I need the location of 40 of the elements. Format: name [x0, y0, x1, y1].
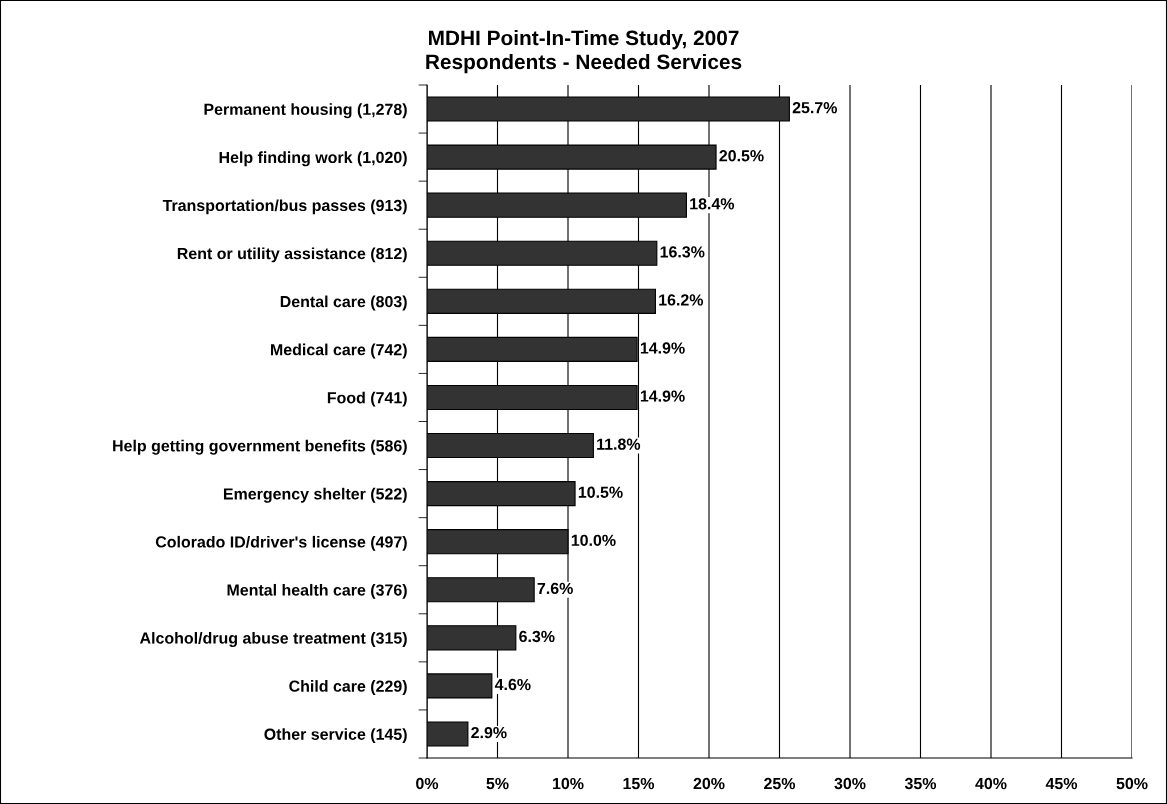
x-tick-label: 0%: [416, 777, 439, 790]
data-label: 16.3%: [660, 246, 705, 258]
data-label: 7.6%: [537, 582, 573, 595]
data-label: 20.5%: [719, 150, 764, 162]
x-tick-label: 10%: [553, 777, 584, 790]
y-tick-label: Permanent housing (1,278): [204, 103, 407, 119]
x-tick-label: 15%: [623, 777, 655, 790]
x-tick-label: 45%: [1045, 777, 1078, 790]
data-label: 10.5%: [578, 486, 623, 498]
y-tick-label: Transportation/bus passes (913): [162, 199, 407, 215]
x-tick-label: 20%: [693, 777, 725, 790]
y-tick-label: Other service (145): [264, 728, 407, 744]
data-label: 25.7%: [792, 102, 838, 114]
x-tick-label: 40%: [975, 777, 1007, 790]
x-tick-label: 30%: [834, 777, 866, 790]
chart-title: MDHI Point-In-Time Study, 2007 Respondents - Needed Services: [426, 30, 742, 74]
data-label: 10.0%: [571, 534, 616, 546]
y-tick-label: Alcohol/drug abuse treatment (315): [139, 632, 407, 647]
data-label: 2.9%: [471, 726, 507, 739]
data-label: 6.3%: [519, 630, 555, 643]
y-tick-label: Mental health care (376): [227, 583, 407, 599]
y-tick-label: Medical care (742): [271, 343, 407, 359]
x-tick-label: 5%: [486, 777, 509, 790]
x-tick-label: 25%: [764, 777, 796, 790]
y-tick-label: Emergency shelter (522): [223, 487, 407, 503]
data-label: 18.4%: [690, 198, 735, 210]
y-tick-label: Help finding work (1,020): [219, 151, 407, 167]
data-label: 11.8%: [597, 438, 641, 450]
data-label: 14.9%: [640, 342, 685, 354]
x-tick-label: 50%: [1116, 777, 1148, 790]
data-label: 14.9%: [640, 390, 685, 402]
data-label: 4.6%: [494, 678, 531, 691]
y-tick-label: Dental care (803): [280, 295, 407, 311]
y-tick-label: Child care (229): [289, 680, 407, 695]
y-tick-label: Rent or utility assistance (812): [177, 247, 407, 263]
y-tick-label: Food (741): [327, 391, 407, 407]
x-tick-label: 35%: [904, 777, 937, 790]
y-tick-label: Colorado ID/driver's license (497): [155, 535, 407, 551]
y-tick-label: Help getting government benefits (586): [113, 439, 407, 455]
data-label: 16.2%: [659, 294, 704, 306]
